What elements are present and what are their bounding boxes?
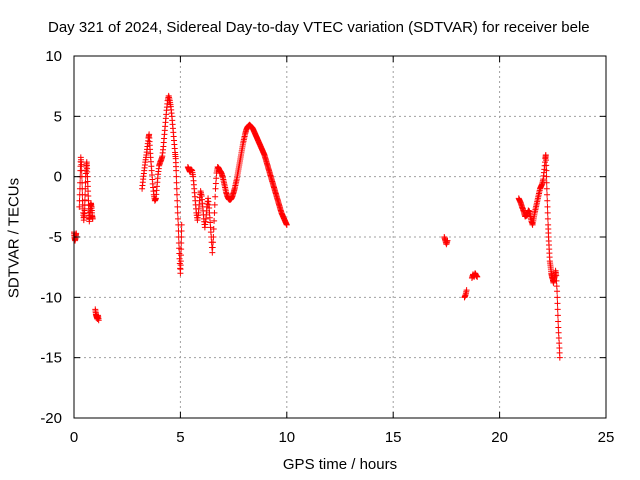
data-point xyxy=(174,209,181,216)
data-point xyxy=(543,179,550,186)
data-point xyxy=(555,329,562,336)
chart-title: Day 321 of 2024, Sidereal Day-to-day VTE… xyxy=(48,19,590,36)
data-point xyxy=(544,209,551,216)
data-point xyxy=(174,215,181,222)
data-point xyxy=(554,294,561,301)
grid xyxy=(74,56,606,418)
data-point xyxy=(173,173,180,180)
data-point xyxy=(213,175,220,182)
data-point xyxy=(554,306,561,313)
y-tick-label: -20 xyxy=(40,410,62,427)
data-point xyxy=(178,246,185,253)
data-point xyxy=(542,151,549,158)
data-point xyxy=(210,225,217,232)
data-point xyxy=(209,249,216,256)
y-tick-label: 0 xyxy=(54,169,62,186)
y-tick-label: 10 xyxy=(45,48,62,65)
data-point xyxy=(543,167,550,174)
data-point xyxy=(555,318,562,325)
data-point xyxy=(81,196,88,203)
data-point xyxy=(177,258,184,265)
data-point xyxy=(555,324,562,331)
y-tick-label: 5 xyxy=(54,108,62,125)
data-point xyxy=(474,273,481,280)
data-point xyxy=(542,157,549,164)
x-tick-label: 15 xyxy=(385,429,402,446)
data-point xyxy=(211,217,218,224)
data-point xyxy=(444,237,451,244)
data-point xyxy=(553,272,560,279)
data-point xyxy=(212,180,219,187)
data-point xyxy=(178,221,185,228)
data-point xyxy=(89,215,96,222)
data-point xyxy=(554,288,561,295)
data-point xyxy=(210,234,217,240)
data-point xyxy=(173,191,180,198)
data-point xyxy=(82,191,89,198)
data-point xyxy=(212,185,219,192)
data-point xyxy=(543,173,550,180)
data-point xyxy=(554,300,561,307)
data-points xyxy=(71,92,563,361)
data-point xyxy=(212,193,219,200)
data-point xyxy=(95,317,102,324)
data-point xyxy=(556,354,563,361)
data-point xyxy=(174,203,181,210)
data-point xyxy=(178,240,185,247)
y-tick-label: -5 xyxy=(49,229,62,246)
data-point xyxy=(555,334,562,341)
data-point xyxy=(283,221,290,228)
data-point xyxy=(544,203,551,210)
data-point xyxy=(463,287,470,294)
data-point xyxy=(211,209,218,216)
data-point xyxy=(177,252,184,259)
x-tick-label: 10 xyxy=(278,429,295,446)
data-point xyxy=(544,191,551,198)
data-point xyxy=(544,197,551,204)
data-point xyxy=(210,239,217,246)
data-point xyxy=(209,244,216,251)
x-tick-label: 0 xyxy=(70,429,78,446)
data-point xyxy=(178,234,185,240)
data-point xyxy=(543,185,550,192)
data-point xyxy=(173,185,180,192)
data-point xyxy=(174,197,181,204)
data-point xyxy=(211,201,218,208)
y-tick-label: -15 xyxy=(40,350,62,367)
data-point xyxy=(173,167,180,174)
data-point xyxy=(543,162,550,169)
data-point xyxy=(553,277,560,284)
data-point xyxy=(178,227,185,234)
data-point xyxy=(76,203,83,210)
data-point xyxy=(544,215,551,222)
data-point xyxy=(173,179,180,186)
x-tick-label: 5 xyxy=(176,429,184,446)
axes: 0 5 10 15 20 25 -20 -15 -10 -5 0 5 10 xyxy=(40,48,614,446)
x-axis-label: GPS time / hours xyxy=(282,456,398,473)
data-point xyxy=(554,312,561,319)
y-tick-label: -10 xyxy=(40,289,62,306)
data-point xyxy=(553,283,560,290)
x-tick-label: 25 xyxy=(598,429,615,446)
data-point xyxy=(78,161,85,168)
x-tick-label: 20 xyxy=(491,429,508,446)
data-point xyxy=(81,207,88,214)
